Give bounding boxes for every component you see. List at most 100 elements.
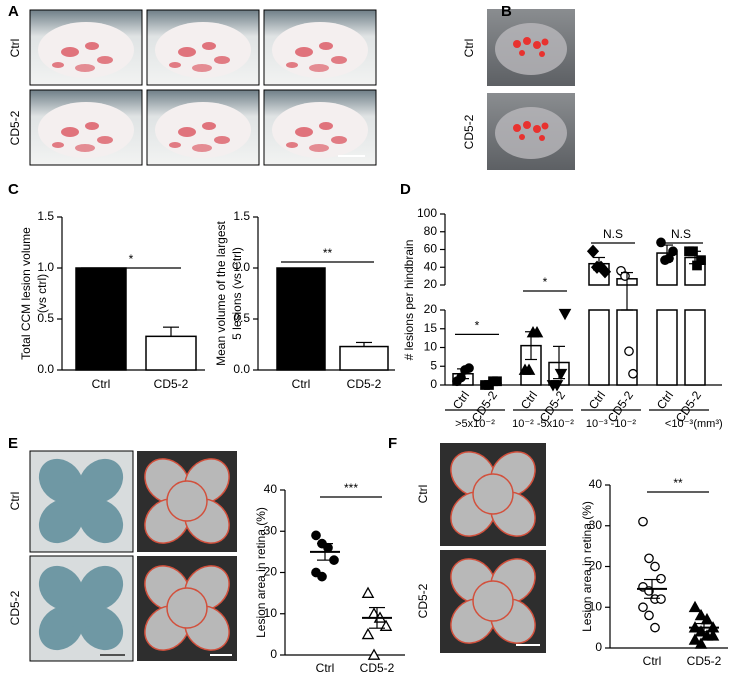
- significance-label: *: [543, 275, 548, 289]
- y-axis-label: 5 lesions (vs Ctrl): [230, 247, 244, 340]
- row-label: Ctrl: [8, 492, 22, 511]
- data-point: [620, 271, 630, 281]
- data-point: [650, 622, 660, 633]
- panel-label: F: [388, 435, 397, 452]
- y-tick-label: 40: [424, 259, 438, 273]
- x-tick-label: CD5-2: [154, 377, 189, 391]
- y-axis-label: Total CCM lesion volume: [19, 227, 33, 360]
- data-point: [367, 648, 381, 660]
- photo: [29, 9, 143, 86]
- panel-label: E: [8, 435, 18, 452]
- data-point: [644, 610, 654, 621]
- data-point: [694, 637, 708, 649]
- photo: [146, 89, 260, 166]
- y-tick-label: 20: [424, 277, 438, 291]
- row-label: Ctrl: [416, 485, 430, 504]
- photo: [263, 89, 377, 166]
- y-tick-label: 20: [589, 559, 603, 573]
- y-tick-label: 0.5: [233, 311, 250, 325]
- row-label: CD5-2: [416, 583, 430, 618]
- row-label: Ctrl: [8, 39, 22, 58]
- group-label: 10⁻³ -10⁻²: [586, 418, 636, 430]
- y-tick-label: 0.0: [37, 362, 54, 376]
- y-tick-label: 0.5: [37, 311, 54, 325]
- significance-label: **: [323, 246, 333, 260]
- y-tick-label: 60: [424, 242, 438, 256]
- significance-label: N.S: [671, 227, 691, 241]
- data-point: [650, 561, 660, 572]
- data-point: [586, 244, 600, 258]
- data-point: [668, 246, 678, 257]
- x-tick-label: Ctrl: [450, 389, 472, 412]
- data-point: [550, 380, 564, 392]
- y-tick-label: 1.0: [37, 260, 54, 274]
- x-tick-label: CD5-2: [687, 654, 722, 668]
- data-point: [638, 602, 648, 613]
- x-tick-label: Ctrl: [518, 389, 540, 412]
- render: [487, 93, 575, 170]
- x-tick-label: CD5-2: [360, 661, 395, 675]
- y-tick-label: 30: [264, 523, 278, 537]
- y-tick-label: 10: [424, 340, 438, 354]
- bar: [656, 309, 678, 386]
- bar: [75, 267, 127, 371]
- y-tick-label: 5: [430, 358, 437, 372]
- y-tick-label: 10: [264, 606, 278, 620]
- panel-label: D: [400, 181, 411, 198]
- x-tick-label: Ctrl: [643, 654, 662, 668]
- y-tick-label: 20: [264, 565, 278, 579]
- data-point: [361, 627, 375, 640]
- x-tick-label: Ctrl: [92, 377, 111, 391]
- x-tick-label: Ctrl: [654, 389, 676, 412]
- y-tick-label: 15: [424, 321, 438, 335]
- data-point: [638, 516, 648, 527]
- y-tick-label: 1.5: [37, 209, 54, 223]
- y-axis-label: # lesions per hindbrain: [402, 240, 416, 361]
- data-point: [696, 255, 706, 265]
- bar: [684, 309, 706, 386]
- x-tick-label: CD5-2: [347, 377, 382, 391]
- photo: [146, 9, 260, 86]
- y-axis-label: (vs ctrl): [35, 274, 49, 313]
- bar: [145, 335, 197, 371]
- significance-label: N.S: [603, 227, 623, 241]
- data-point: [706, 629, 720, 641]
- significance-label: *: [475, 319, 480, 333]
- bar: [276, 267, 326, 371]
- data-point: [644, 553, 654, 564]
- panel-label: C: [8, 181, 19, 198]
- panel-label: B: [501, 3, 512, 20]
- data-point: [656, 573, 666, 584]
- data-point: [656, 594, 666, 604]
- y-tick-label: 20: [424, 302, 438, 316]
- render: [487, 9, 575, 86]
- bar: [339, 345, 389, 371]
- data-point: [464, 363, 474, 373]
- group-label: >5x10⁻²: [455, 418, 495, 430]
- x-tick-label: Ctrl: [586, 389, 608, 412]
- row-label: CD5-2: [462, 114, 476, 149]
- data-point: [558, 308, 572, 321]
- group-label: 10⁻² -5x10⁻²: [512, 418, 574, 430]
- x-tick-label: Ctrl: [292, 377, 311, 391]
- data-point: [317, 571, 327, 582]
- y-tick-label: 40: [264, 482, 278, 496]
- data-point: [624, 346, 634, 357]
- significance-label: *: [129, 252, 134, 266]
- photo: [263, 9, 377, 86]
- y-tick-label: 0: [270, 647, 277, 661]
- x-tick-label: Ctrl: [316, 661, 335, 675]
- row-label: CD5-2: [8, 110, 22, 145]
- data-point: [688, 600, 702, 613]
- y-tick-label: 100: [417, 206, 437, 220]
- data-point: [688, 633, 702, 645]
- unit-label: (mm³): [693, 418, 722, 430]
- data-point: [694, 608, 708, 621]
- y-tick-label: 0: [595, 640, 602, 654]
- bar: [588, 309, 610, 386]
- y-tick-label: 1.0: [233, 260, 250, 274]
- data-point: [522, 363, 536, 375]
- y-tick-label: 10: [589, 599, 603, 613]
